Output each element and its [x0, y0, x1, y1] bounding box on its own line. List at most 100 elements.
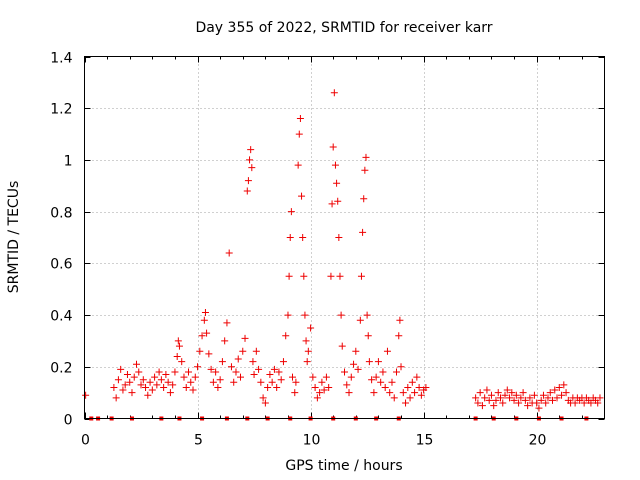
data-point	[230, 378, 238, 386]
data-point	[82, 391, 90, 399]
data-point	[336, 272, 344, 280]
data-point	[320, 386, 328, 394]
data-point	[130, 373, 138, 381]
data-point	[596, 394, 604, 402]
data-point	[252, 347, 260, 355]
data-point	[390, 394, 398, 402]
data-point	[300, 272, 308, 280]
data-point	[313, 394, 321, 402]
data-point	[247, 146, 255, 154]
data-point	[571, 399, 579, 407]
data-point	[549, 396, 556, 404]
data-point	[397, 363, 405, 371]
data-point	[399, 389, 407, 397]
data-point	[370, 389, 378, 397]
data-point	[524, 402, 532, 410]
data-point	[512, 391, 520, 399]
data-point	[135, 368, 143, 376]
data-point	[287, 208, 295, 216]
data-point	[333, 179, 341, 187]
data-point	[476, 389, 484, 397]
y-tick-label: 0.2	[50, 361, 72, 377]
data-point	[275, 368, 283, 376]
data-point	[535, 404, 543, 412]
data-point	[203, 329, 211, 337]
data-point	[218, 358, 226, 366]
data-point	[255, 365, 263, 373]
data-point	[379, 368, 387, 376]
data-point	[506, 394, 514, 402]
data-point	[303, 358, 311, 366]
data-point	[417, 391, 425, 399]
data-point	[393, 368, 400, 376]
data-point	[360, 195, 368, 203]
data-point	[139, 376, 147, 384]
data-point	[365, 358, 373, 366]
data-point	[415, 383, 423, 391]
data-point	[142, 383, 150, 391]
data-point	[388, 378, 396, 386]
data-point	[560, 381, 568, 389]
data-point	[327, 272, 335, 280]
data-point	[343, 381, 351, 389]
data-point	[133, 360, 140, 368]
data-point	[243, 187, 251, 195]
data-point	[191, 373, 199, 381]
data-point	[178, 358, 186, 366]
data-point	[539, 391, 547, 399]
data-point	[296, 115, 304, 123]
data-point	[273, 383, 281, 391]
data-point	[555, 383, 563, 391]
data-point	[309, 373, 317, 381]
data-point	[334, 197, 342, 205]
data-point	[295, 130, 303, 138]
data-point	[503, 386, 511, 394]
data-point	[594, 399, 602, 407]
data-point	[298, 192, 306, 200]
data-point	[411, 389, 419, 397]
data-point	[318, 378, 326, 386]
data-point	[544, 394, 552, 402]
data-point	[402, 399, 410, 407]
data-point	[508, 389, 516, 397]
data-point	[580, 399, 588, 407]
data-point	[483, 386, 491, 394]
data-point	[363, 311, 371, 319]
y-tick-label: 0.4	[50, 309, 72, 325]
data-point	[259, 394, 267, 402]
data-point	[123, 371, 131, 379]
data-point	[472, 394, 480, 402]
data-point	[180, 373, 188, 381]
data-point	[294, 161, 302, 169]
data-point	[299, 234, 307, 241]
data-point	[194, 363, 202, 371]
data-point	[164, 378, 172, 386]
data-point	[356, 316, 364, 324]
data-point	[301, 311, 309, 319]
data-point	[200, 316, 208, 324]
data-point	[328, 200, 336, 208]
data-point	[341, 368, 348, 376]
data-point	[362, 153, 370, 161]
data-point	[354, 365, 362, 373]
data-point	[335, 234, 343, 241]
data-point	[396, 316, 404, 324]
y-tick-label: 1.2	[50, 102, 72, 118]
data-point	[239, 347, 247, 355]
chart-title: Day 355 of 2022, SRMTID for receiver kar…	[195, 20, 492, 36]
data-point	[121, 381, 129, 389]
data-point	[551, 386, 559, 394]
data-point	[406, 394, 414, 402]
data-point	[501, 391, 509, 399]
data-point	[173, 352, 181, 360]
data-point	[474, 399, 482, 407]
data-point	[286, 234, 294, 241]
data-point	[408, 378, 416, 386]
data-point	[291, 389, 299, 397]
plot-frame	[84, 56, 605, 419]
data-point	[198, 332, 206, 340]
data-point	[266, 371, 274, 379]
x-tick-label: 5	[194, 433, 203, 449]
data-point	[311, 383, 319, 391]
data-point	[268, 378, 276, 386]
